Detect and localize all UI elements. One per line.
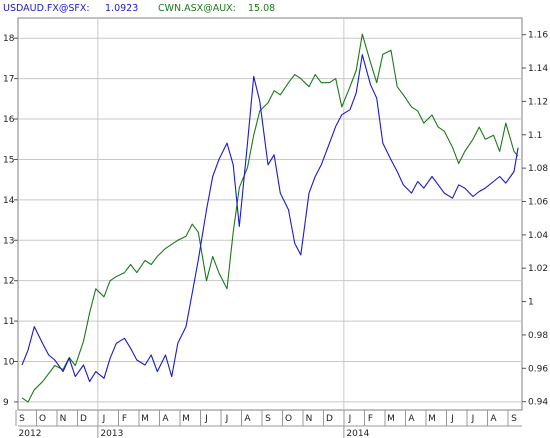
month-label: J (204, 414, 208, 424)
grid-lines (18, 18, 522, 410)
month-label: M (141, 414, 149, 424)
left-tick-label: 12 (3, 277, 14, 287)
plot-background (17, 17, 523, 411)
right-axis: 0.94 0.96 0.98 1 1.02 1.04 1.06 1.08 1.1 1.12 1.14… (522, 31, 548, 408)
month-label: M (428, 414, 436, 424)
month-label: M (387, 414, 395, 424)
right-tick-label: 1.08 (528, 164, 548, 174)
left-tick-label: 9 (3, 398, 9, 408)
chart-legend: USDAUD.FX@SFX: 1.0923 CWN.ASX@AUX: 15.08 (3, 3, 275, 14)
year-label: 2012 (19, 429, 42, 438)
month-label: D (80, 414, 87, 424)
right-tick-label: 1.16 (528, 31, 548, 41)
cwn-series-line (21, 33, 519, 403)
right-tick-label: 0.94 (528, 398, 548, 408)
left-tick-label: 11 (3, 317, 14, 327)
right-tick-label: 1.12 (528, 97, 548, 107)
month-label: A (490, 414, 497, 424)
left-tick-label: 10 (3, 358, 15, 368)
month-label: O (285, 414, 292, 424)
left-tick-label: 13 (3, 236, 14, 246)
month-label: S (265, 414, 271, 424)
x-axis-years: 2012 2013 2014 (19, 426, 370, 438)
month-label: S (511, 414, 517, 424)
right-tick-label: 1.04 (528, 231, 548, 241)
month-label: A (408, 414, 415, 424)
left-tick-label: 16 (3, 115, 15, 125)
usd-series-line (21, 54, 519, 383)
left-tick-label: 17 (3, 75, 14, 85)
month-label: N (60, 414, 67, 424)
year-label: 2014 (346, 429, 369, 438)
left-axis: 9 10 11 12 13 14 15 16 17 18 (3, 34, 18, 408)
right-tick-label: 1 (528, 298, 534, 308)
month-label: A (244, 414, 251, 424)
month-label: J (450, 414, 454, 424)
month-label: J (471, 414, 475, 424)
month-label: D (326, 414, 333, 424)
left-tick-label: 18 (3, 34, 15, 44)
month-label: F (122, 414, 127, 424)
left-tick-label: 15 (3, 155, 14, 165)
month-label: O (39, 414, 46, 424)
usd-legend-value: 1.0923 (105, 3, 138, 14)
year-label: 2013 (100, 429, 123, 438)
cwn-legend-value: 15.08 (248, 3, 275, 14)
right-tick-label: 0.98 (528, 331, 548, 341)
month-label: A (162, 414, 169, 424)
month-label: M (182, 414, 190, 424)
right-tick-label: 0.96 (528, 364, 548, 374)
right-tick-label: 1.1 (528, 131, 542, 141)
month-label: J (102, 414, 106, 424)
month-label: S (19, 414, 25, 424)
month-label: F (368, 414, 373, 424)
month-label: J (348, 414, 352, 424)
right-tick-label: 1.02 (528, 264, 548, 274)
month-label: J (225, 414, 229, 424)
usd-legend-label: USDAUD.FX@SFX: (3, 3, 90, 14)
cwn-legend-label: CWN.ASX@AUX: (158, 3, 236, 14)
right-tick-label: 1.06 (528, 197, 548, 207)
left-tick-label: 14 (3, 196, 15, 206)
series-lines (21, 33, 519, 403)
right-tick-label: 1.14 (528, 64, 548, 74)
month-label: N (306, 414, 313, 424)
